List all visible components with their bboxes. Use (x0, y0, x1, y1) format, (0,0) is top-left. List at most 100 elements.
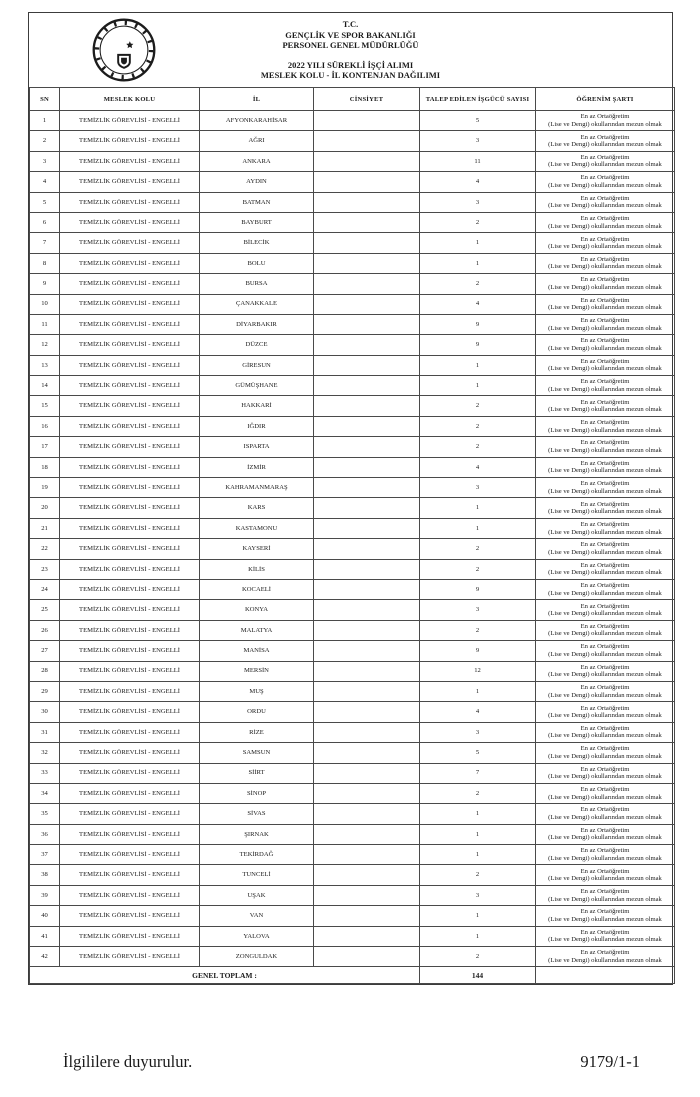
ogrenim-sarti-cell: En az Ortaöğretim (Lise ve Dengi) okullar… (535, 742, 675, 764)
ogrenim-sarti-line: (Lise ve Dengi) okullarından mezun olmak (548, 202, 662, 210)
cinsiyet-cell (313, 538, 420, 560)
sn-cell: 17 (29, 436, 60, 458)
il-cell: SİİRT (199, 762, 314, 784)
table-row: 22 TEMİZLİK GÖREVLİSİ - ENGELLİ KAYSERİ 2 En… (29, 538, 675, 560)
ogrenim-sarti-line: En az Ortaöğretim (580, 786, 630, 794)
table-row: 12 TEMİZLİK GÖREVLİSİ - ENGELLİ DÜZCE 9 En a… (29, 334, 675, 356)
sn-cell: 12 (29, 334, 60, 356)
ogrenim-sarti-line: En az Ortaöğretim (580, 765, 630, 773)
meslek-kolu-cell: TEMİZLİK GÖREVLİSİ - ENGELLİ (59, 782, 200, 805)
table-row: 11 TEMİZLİK GÖREVLİSİ - ENGELLİ DİYARBAKIR… (29, 313, 675, 336)
ogrenim-sarti-line: En az Ortaöğretim (580, 724, 630, 732)
ogrenim-sarti-line: En az Ortaöğretim (580, 378, 630, 386)
ogrenim-sarti-line: (Lise ve Dengi) okullarından mezun olmak (548, 936, 662, 944)
ogrenim-sarti-line: En az Ortaöğretim (580, 439, 630, 447)
table-row: 15 TEMİZLİK GÖREVLİSİ - ENGELLİ HAKKARİ 2 En… (29, 395, 675, 417)
ogrenim-sarti-line: En az Ortaöğretim (580, 561, 630, 569)
talep-sayisi-cell: 1 (419, 252, 536, 275)
talep-sayisi-cell: 3 (419, 191, 536, 213)
talep-sayisi-cell: 2 (419, 864, 536, 886)
header-distribution-title: MESLEK KOLU - İL KONTENJAN DAĞILIMI (260, 70, 441, 80)
il-cell: MERSİN (199, 660, 314, 682)
ogrenim-sarti-line: En az Ortaöğretim (580, 622, 630, 630)
talep-sayisi-cell: 5 (419, 109, 536, 132)
talep-sayisi-cell: 1 (419, 232, 536, 254)
meslek-kolu-cell: TEMİZLİK GÖREVLİSİ - ENGELLİ (59, 599, 200, 621)
ogrenim-sarti-cell: En az Ortaöğretim (Lise ve Dengi) okullar… (535, 109, 675, 132)
il-cell: SİVAS (199, 803, 314, 825)
table-row: 40 TEMİZLİK GÖREVLİSİ - ENGELLİ VAN 1 En az … (29, 905, 675, 927)
col-header-talep-sayisi: TALEP EDİLEN İŞGÜCÜ SAYISI (419, 87, 536, 111)
talep-sayisi-cell: 1 (419, 517, 536, 540)
ogrenim-sarti-cell: En az Ortaöğretim (Lise ve Dengi) okullar… (535, 395, 675, 417)
sn-cell: 19 (29, 477, 60, 499)
ogrenim-sarti-cell: En az Ortaöğretim (Lise ve Dengi) okullar… (535, 538, 675, 560)
table-row: 29 TEMİZLİK GÖREVLİSİ - ENGELLİ MUŞ 1 En az … (29, 680, 675, 703)
sn-cell: 37 (29, 844, 60, 866)
ogrenim-sarti-cell: En az Ortaöğretim (Lise ve Dengi) okullar… (535, 334, 675, 356)
meslek-kolu-cell: TEMİZLİK GÖREVLİSİ - ENGELLİ (59, 150, 200, 173)
table-row: 9 TEMİZLİK GÖREVLİSİ - ENGELLİ BURSA 2 En az… (29, 273, 675, 295)
cinsiyet-cell (313, 354, 420, 377)
ogrenim-sarti-cell: En az Ortaöğretim (Lise ve Dengi) okullar… (535, 293, 675, 315)
cinsiyet-cell (313, 109, 420, 132)
table-row: 10 TEMİZLİK GÖREVLİSİ - ENGELLİ ÇANAKKALE 4… (29, 293, 675, 315)
ogrenim-sarti-line: (Lise ve Dengi) okullarından mezun olmak (548, 446, 662, 454)
ogrenim-sarti-line: (Lise ve Dengi) okullarından mezun olmak (548, 528, 662, 536)
talep-sayisi-cell: 1 (419, 823, 536, 846)
table-row: 27 TEMİZLİK GÖREVLİSİ - ENGELLİ MANİSA 9 En … (29, 640, 675, 662)
ogrenim-sarti-line: En az Ortaöğretim (580, 317, 630, 325)
ogrenim-sarti-line: (Lise ve Dengi) okullarından mezun olmak (548, 263, 662, 271)
il-cell: MALATYA (199, 619, 314, 642)
ogrenim-sarti-line: (Lise ve Dengi) okullarından mezun olmak (548, 630, 662, 638)
meslek-kolu-cell: TEMİZLİK GÖREVLİSİ - ENGELLİ (59, 415, 200, 438)
il-cell: VAN (199, 905, 314, 927)
sn-cell: 24 (29, 578, 60, 601)
table-row: 34 TEMİZLİK GÖREVLİSİ - ENGELLİ SİNOP 2 En a… (29, 782, 675, 805)
meslek-kolu-cell: TEMİZLİK GÖREVLİSİ - ENGELLİ (59, 619, 200, 642)
ogrenim-sarti-line: (Lise ve Dengi) okullarından mezun olmak (548, 467, 662, 475)
meslek-kolu-cell: TEMİZLİK GÖREVLİSİ - ENGELLİ (59, 946, 200, 968)
table-row: 31 TEMİZLİK GÖREVLİSİ - ENGELLİ RİZE 3 En az… (29, 721, 675, 744)
table-row: 3 TEMİZLİK GÖREVLİSİ - ENGELLİ ANKARA 11 En … (29, 150, 675, 173)
ogrenim-sarti-line: En az Ortaöğretim (580, 847, 630, 855)
meslek-kolu-cell: TEMİZLİK GÖREVLİSİ - ENGELLİ (59, 844, 200, 866)
il-cell: DİYARBAKIR (199, 313, 314, 336)
ogrenim-sarti-cell: En az Ortaöğretim (Lise ve Dengi) okullar… (535, 578, 675, 601)
meslek-kolu-cell: TEMİZLİK GÖREVLİSİ - ENGELLİ (59, 171, 200, 193)
cinsiyet-cell (313, 884, 420, 907)
ogrenim-sarti-cell: En az Ortaöğretim (Lise ve Dengi) okullar… (535, 211, 675, 234)
ogrenim-sarti-line: En az Ortaöğretim (580, 582, 630, 590)
meslek-kolu-cell: TEMİZLİK GÖREVLİSİ - ENGELLİ (59, 313, 200, 336)
footer-announcement-note: İlgililere duyurulur. (63, 1052, 193, 1071)
ogrenim-sarti-cell: En az Ortaöğretim (Lise ve Dengi) okullar… (535, 640, 675, 662)
meslek-kolu-cell: TEMİZLİK GÖREVLİSİ - ENGELLİ (59, 742, 200, 764)
table-row: 41 TEMİZLİK GÖREVLİSİ - ENGELLİ YALOVA 1 En … (29, 925, 675, 948)
talep-sayisi-cell: 4 (419, 293, 536, 315)
quota-table: SN MESLEK KOLU İL CİNSİYET TALEP EDİLEN … (29, 87, 675, 985)
ogrenim-sarti-line: (Lise ve Dengi) okullarından mezun olmak (548, 324, 662, 332)
sn-cell: 36 (29, 823, 60, 846)
il-cell: KOCAELİ (199, 578, 314, 601)
ogrenim-sarti-cell: En az Ortaöğretim (Lise ve Dengi) okullar… (535, 884, 675, 907)
ogrenim-sarti-line: En az Ortaöğretim (580, 255, 630, 263)
ogrenim-sarti-cell: En az Ortaöğretim (Lise ve Dengi) okullar… (535, 721, 675, 744)
ogrenim-sarti-cell: En az Ortaöğretim (Lise ve Dengi) okullar… (535, 905, 675, 927)
table-row: 33 TEMİZLİK GÖREVLİSİ - ENGELLİ SİİRT 7 En a… (29, 762, 675, 784)
sn-cell: 8 (29, 252, 60, 275)
meslek-kolu-cell: TEMİZLİK GÖREVLİSİ - ENGELLİ (59, 823, 200, 846)
talep-sayisi-cell: 9 (419, 578, 536, 601)
il-cell: MUŞ (199, 680, 314, 703)
meslek-kolu-cell: TEMİZLİK GÖREVLİSİ - ENGELLİ (59, 354, 200, 377)
sn-cell: 34 (29, 782, 60, 805)
sn-cell: 26 (29, 619, 60, 642)
cinsiyet-cell (313, 864, 420, 886)
cinsiyet-cell (313, 905, 420, 927)
cinsiyet-cell (313, 680, 420, 703)
talep-sayisi-cell: 4 (419, 456, 536, 479)
cinsiyet-cell (313, 578, 420, 601)
cinsiyet-cell (313, 130, 420, 152)
sn-cell: 15 (29, 395, 60, 417)
il-cell: KAYSERİ (199, 538, 314, 560)
ogrenim-sarti-line: (Lise ve Dengi) okullarından mezun olmak (548, 548, 662, 556)
